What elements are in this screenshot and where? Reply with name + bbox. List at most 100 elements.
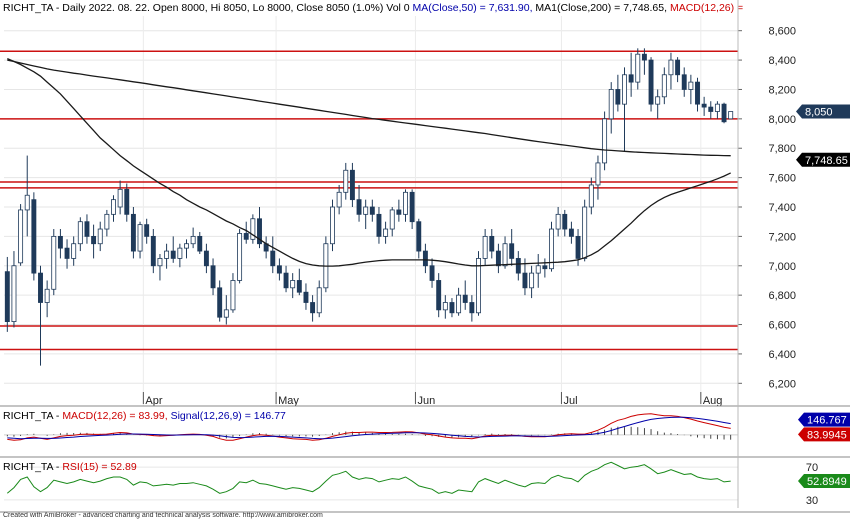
- last-close-badge-shape: [796, 104, 850, 119]
- footer-credit: Created with AmiBroker - advanced charti…: [3, 512, 323, 519]
- candle: [170, 236, 176, 263]
- candle: [217, 280, 223, 322]
- candle: [184, 239, 189, 259]
- candle: [290, 273, 296, 299]
- title-part: MACD(12,26) =: [670, 2, 743, 14]
- candle: [243, 221, 249, 244]
- candle: [714, 101, 720, 119]
- candle: [675, 57, 681, 83]
- macd-badge-shape: [798, 427, 850, 442]
- candle-body: [701, 103, 707, 108]
- candle: [18, 204, 24, 266]
- candle: [230, 273, 236, 313]
- candle-body: [482, 235, 488, 259]
- candle: [164, 243, 170, 269]
- candle-body: [124, 188, 130, 215]
- candle: [555, 207, 561, 237]
- candle-body: [608, 89, 614, 120]
- candle-body: [588, 184, 594, 208]
- candle-body: [276, 265, 282, 274]
- candle-body: [695, 81, 700, 105]
- candle-body: [336, 191, 342, 208]
- candle: [250, 214, 256, 244]
- candle-body: [655, 96, 661, 105]
- candle: [270, 236, 276, 274]
- candle-body: [602, 118, 608, 164]
- candle: [542, 258, 548, 278]
- candle: [237, 229, 243, 284]
- candle-body: [51, 235, 57, 290]
- horizontal-levels: [0, 50, 738, 351]
- candle: [64, 239, 70, 269]
- candle-body: [661, 74, 667, 98]
- candle: [71, 236, 77, 266]
- candle-body: [383, 228, 389, 237]
- candle: [343, 162, 349, 200]
- candle: [668, 52, 674, 90]
- candle-body: [310, 302, 316, 314]
- candle-body: [369, 206, 375, 215]
- candle: [442, 295, 448, 319]
- month-label: Jul: [563, 395, 577, 407]
- candle: [376, 207, 382, 244]
- candle: [137, 221, 143, 259]
- candle: [323, 236, 329, 293]
- candle: [84, 214, 90, 244]
- candle: [608, 82, 614, 134]
- candle-body: [104, 213, 110, 230]
- candle: [456, 287, 462, 316]
- candle: [688, 74, 694, 105]
- candle-body: [449, 302, 455, 314]
- candle: [310, 295, 316, 322]
- last-close-badge-label: 8,050: [805, 107, 833, 119]
- macd-badge-label: 83.9945: [807, 429, 847, 441]
- candle-body: [675, 59, 681, 76]
- candle-body: [38, 272, 43, 303]
- candle-body: [535, 265, 541, 274]
- candle: [276, 258, 282, 281]
- candle-body: [177, 247, 183, 259]
- candle: [11, 251, 17, 328]
- candle-body: [489, 235, 495, 252]
- candle-body: [44, 288, 50, 303]
- candle-body: [64, 247, 70, 259]
- candle-body: [648, 59, 654, 105]
- candle: [588, 177, 594, 215]
- candle-body: [203, 250, 209, 267]
- candle: [363, 199, 369, 230]
- candle: [416, 218, 422, 259]
- title-part: RICHT_TA -: [3, 461, 62, 473]
- candle: [522, 258, 528, 296]
- y-tick-label: 8,400: [768, 55, 796, 67]
- candle: [509, 229, 515, 266]
- candle-body: [77, 221, 83, 245]
- y-tick-label: 7,400: [768, 202, 796, 214]
- candle: [389, 207, 395, 237]
- candle: [356, 184, 362, 222]
- candle-body: [595, 162, 601, 186]
- candle: [111, 195, 116, 222]
- candle: [469, 295, 475, 322]
- macd-badge: 83.9945: [798, 427, 850, 442]
- candle: [489, 229, 495, 259]
- title-part: RSI(15) = 52.89: [62, 461, 137, 473]
- y-tick-label: 6,400: [768, 349, 796, 361]
- candle: [336, 184, 342, 215]
- candle-body: [97, 228, 103, 245]
- candle-body: [562, 213, 568, 230]
- signal-line: [7, 416, 731, 440]
- candle-body: [71, 243, 77, 259]
- candle-body: [197, 235, 203, 252]
- candle: [349, 162, 355, 207]
- candle-body: [4, 271, 10, 322]
- y-tick-label: 8,200: [768, 84, 796, 96]
- candle-body: [641, 53, 647, 61]
- candle-body: [542, 265, 548, 270]
- title-part: MACD(12,26) = 83.99,: [62, 410, 170, 422]
- candle-body: [422, 250, 428, 267]
- candle-body: [436, 280, 442, 311]
- candle-body: [130, 213, 136, 252]
- candle-body: [57, 235, 63, 249]
- month-label: Aug: [703, 395, 723, 407]
- candle-body: [137, 224, 143, 252]
